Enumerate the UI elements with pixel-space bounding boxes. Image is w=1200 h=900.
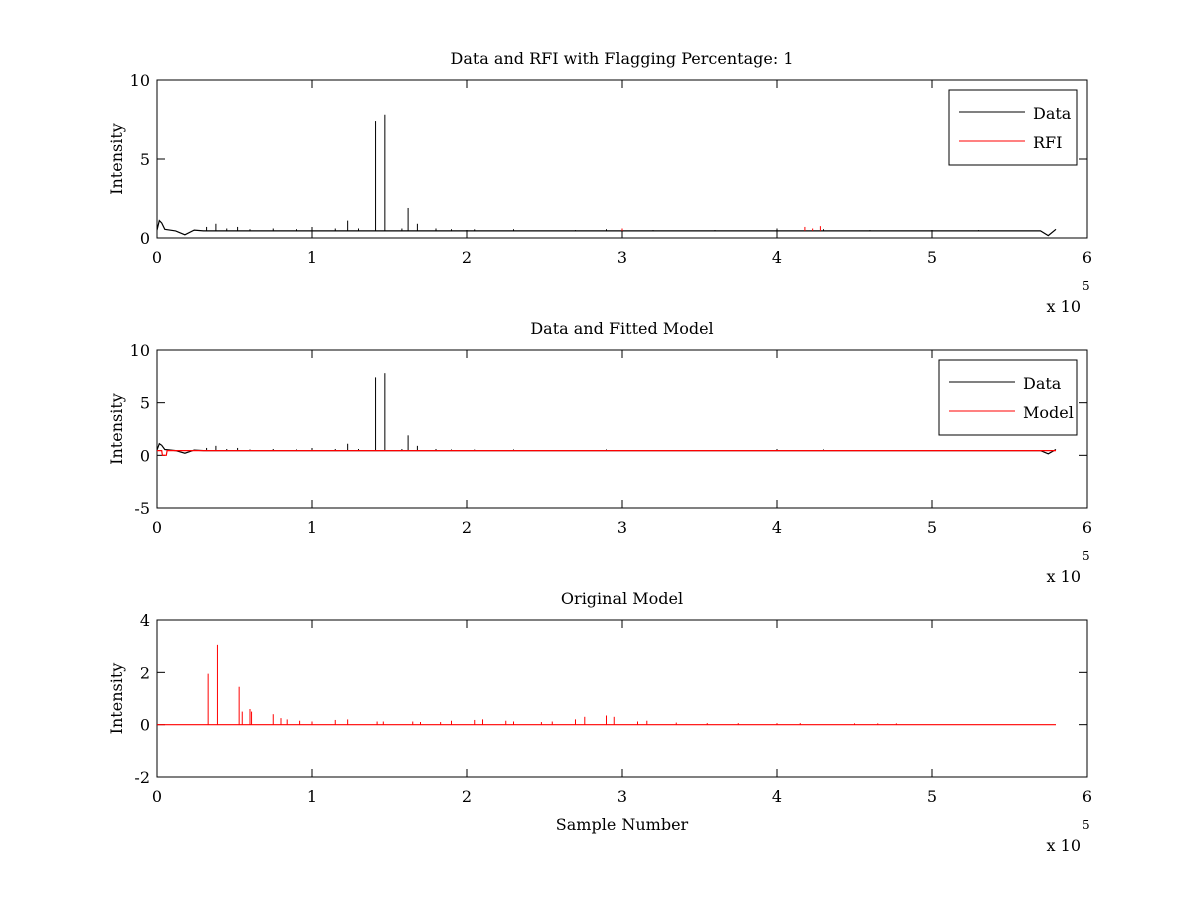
x-tick-label: 2 — [462, 787, 472, 806]
y-tick-label: 0 — [140, 229, 150, 248]
series-data-line — [157, 219, 1057, 237]
y-tick-label: 10 — [130, 341, 150, 360]
legend-label-rfi: RFI — [1033, 133, 1062, 152]
x-tick-label: 1 — [307, 248, 317, 267]
x-tick-label: 6 — [1082, 248, 1092, 267]
legend-label-model: Model — [1023, 403, 1074, 422]
series-group — [157, 114, 1057, 237]
x-tick-label: 4 — [772, 787, 782, 806]
chart-title: Data and RFI with Flagging Percentage: 1 — [450, 49, 793, 68]
x-tick-label: 5 — [927, 787, 937, 806]
x-exponent: 5 — [1082, 549, 1090, 563]
x-tick-label: 1 — [307, 518, 317, 537]
chart-panel-3: Original Model Intensity Sample Number 0 1 2 3… — [107, 589, 1092, 855]
y-tick-label: -2 — [134, 768, 150, 787]
x-tick-label: 3 — [617, 518, 627, 537]
y-tick-label: 0 — [140, 716, 150, 735]
x-tick-label: 2 — [462, 518, 472, 537]
chart-panel-1: Data and RFI with Flagging Percentage: 1… — [107, 49, 1092, 316]
x-tick-label: 1 — [307, 787, 317, 806]
legend-box — [948, 89, 1078, 166]
y-tick-label: 4 — [140, 611, 150, 630]
x-tick-label: 4 — [772, 518, 782, 537]
series-group — [157, 373, 1057, 456]
x-axis-label: Sample Number — [556, 815, 689, 834]
y-tick-label: 5 — [140, 150, 150, 169]
x-exponent: 5 — [1082, 818, 1090, 832]
series-group — [157, 644, 1056, 726]
x-tick-label: 2 — [462, 248, 472, 267]
y-axis-label: Intensity — [107, 663, 126, 735]
series-data-line — [157, 442, 1057, 455]
legend: Data Model — [938, 359, 1078, 436]
x-tick-label: 3 — [617, 248, 627, 267]
x-tick-label: 6 — [1082, 518, 1092, 537]
legend-box — [938, 359, 1078, 436]
x-tick-label: 5 — [927, 248, 937, 267]
x-tick-label: 6 — [1082, 787, 1092, 806]
x-tick-label: 0 — [152, 248, 162, 267]
y-tick-label: 10 — [130, 71, 150, 90]
chart-title: Data and Fitted Model — [530, 319, 713, 338]
x-exponent-label: x 10 — [1047, 297, 1081, 316]
y-tick-label: 0 — [140, 446, 150, 465]
x-tick-label: 0 — [152, 518, 162, 537]
y-tick-label: 5 — [140, 394, 150, 413]
series-model-line — [157, 450, 1056, 456]
x-tick-label: 0 — [152, 787, 162, 806]
x-tick-label: 4 — [772, 248, 782, 267]
x-exponent-label: x 10 — [1047, 567, 1081, 586]
y-tick-label: -5 — [134, 499, 150, 518]
y-axis-label: Intensity — [107, 393, 126, 465]
y-tick-label: 2 — [140, 663, 150, 682]
x-tick-label: 5 — [927, 518, 937, 537]
legend-label-data: Data — [1023, 374, 1062, 393]
x-exponent-label: x 10 — [1047, 836, 1081, 855]
x-tick-label: 3 — [617, 787, 627, 806]
legend: Data RFI — [948, 89, 1078, 166]
plot-area — [156, 619, 1088, 778]
y-axis-label: Intensity — [107, 123, 126, 195]
chart-title: Original Model — [561, 589, 683, 608]
legend-label-data: Data — [1033, 104, 1072, 123]
plot-area — [156, 79, 1088, 239]
x-exponent: 5 — [1082, 279, 1090, 293]
